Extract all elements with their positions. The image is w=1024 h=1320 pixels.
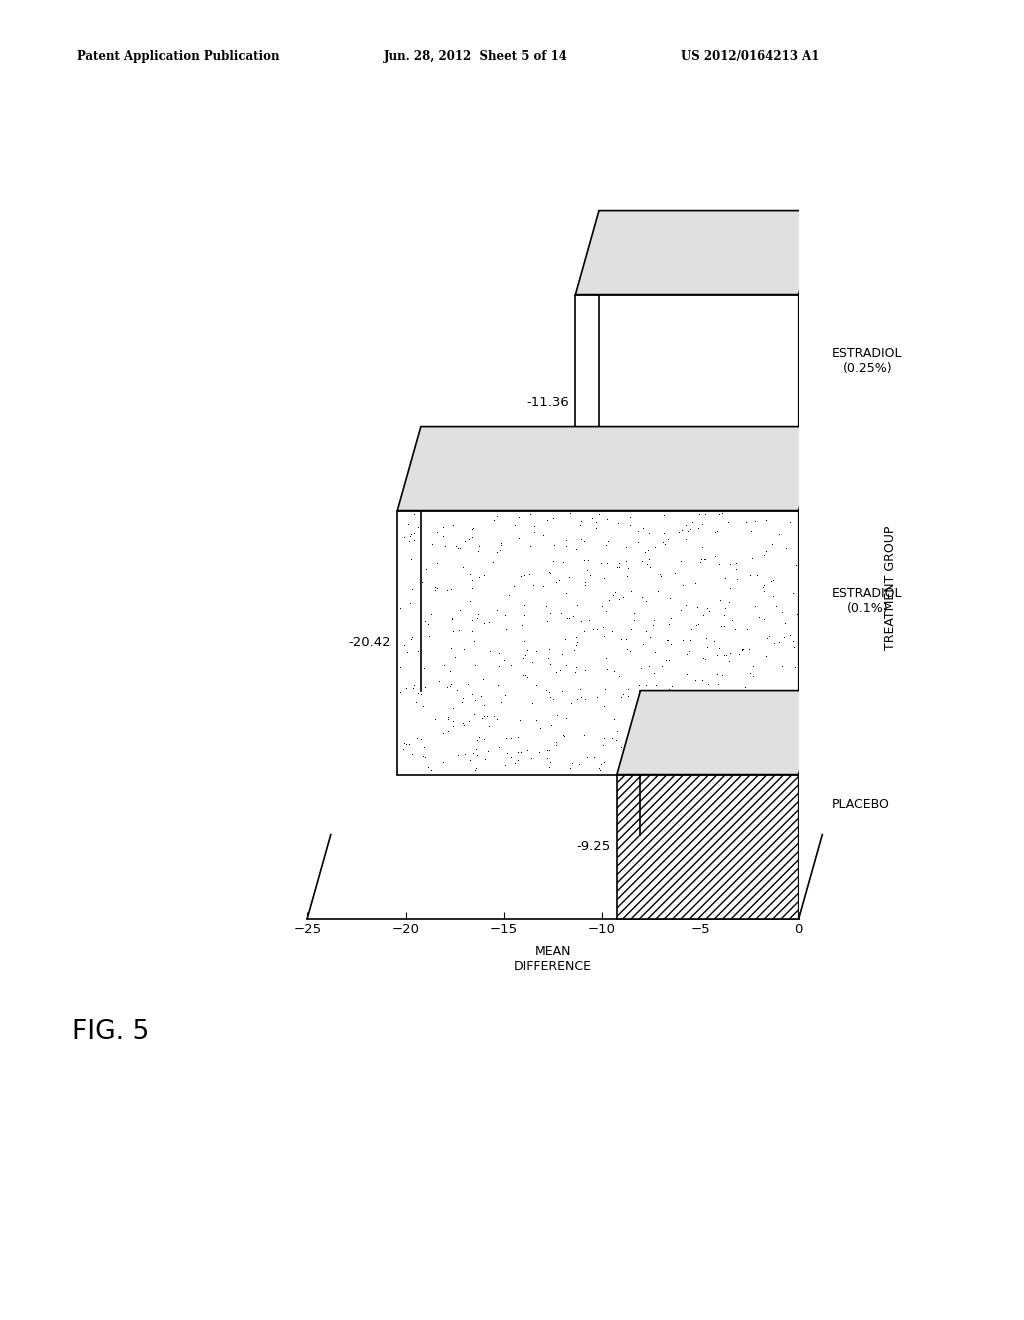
Text: -11.36: -11.36: [526, 396, 569, 409]
Text: FIG. 5: FIG. 5: [72, 1019, 148, 1045]
Polygon shape: [799, 426, 822, 775]
Text: US 2012/0164213 A1: US 2012/0164213 A1: [681, 50, 819, 63]
Polygon shape: [616, 690, 822, 775]
Polygon shape: [799, 211, 822, 511]
Bar: [397, 511, 799, 775]
Polygon shape: [397, 426, 822, 511]
Polygon shape: [799, 690, 822, 919]
Text: Jun. 28, 2012  Sheet 5 of 14: Jun. 28, 2012 Sheet 5 of 14: [384, 50, 568, 63]
Text: -9.25: -9.25: [577, 840, 611, 853]
Text: -20.42: -20.42: [349, 636, 391, 649]
Text: PLACEBO: PLACEBO: [833, 799, 890, 810]
X-axis label: MEAN
DIFFERENCE: MEAN DIFFERENCE: [514, 945, 592, 973]
Text: ESTRADIOL
(0.1%): ESTRADIOL (0.1%): [833, 586, 902, 615]
Text: Patent Application Publication: Patent Application Publication: [77, 50, 280, 63]
Text: ESTRADIOL
(0.25%): ESTRADIOL (0.25%): [833, 347, 902, 375]
Bar: [616, 775, 799, 919]
Bar: [575, 294, 799, 511]
Polygon shape: [575, 211, 822, 294]
Text: TREATMENT GROUP: TREATMENT GROUP: [885, 525, 897, 649]
